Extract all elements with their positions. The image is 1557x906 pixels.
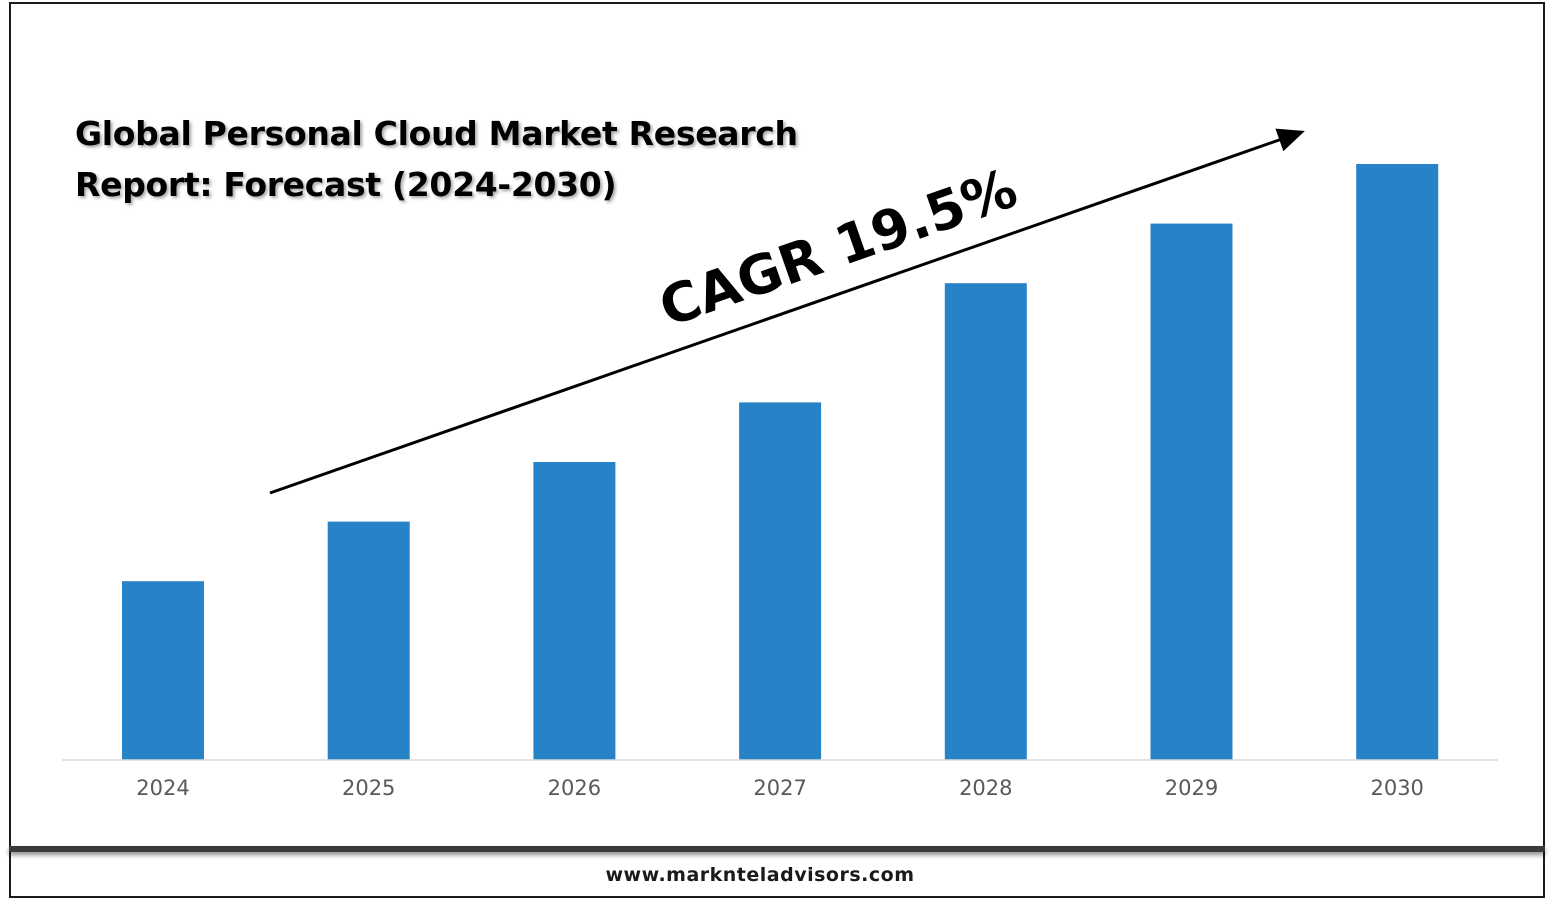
footer-url: www.marknteladvisors.com	[605, 864, 915, 886]
x-tick-label-2024: 2024	[136, 776, 189, 800]
bar-2028	[944, 283, 1027, 760]
bar-2029	[1150, 223, 1233, 761]
bar-2026	[533, 462, 616, 760]
x-tick-label-2028: 2028	[959, 776, 1012, 800]
x-tick-label-2025: 2025	[342, 776, 395, 800]
x-tick-label-2026: 2026	[548, 776, 601, 800]
bar-2027	[739, 402, 822, 760]
x-tick-label-2029: 2029	[1165, 776, 1218, 800]
bar-2025	[327, 521, 410, 760]
bar-2024	[122, 581, 204, 760]
trend-arrow	[269, 128, 1305, 495]
x-axis-ticks: 2024 2025 2026 2027 2028 2029 2030	[136, 776, 1424, 800]
footer-divider	[9, 846, 1545, 852]
chart-title: Global Personal Cloud Market Research Re…	[75, 114, 798, 204]
bar-2030	[1356, 164, 1439, 760]
x-tick-label-2027: 2027	[753, 776, 806, 800]
bars-group	[122, 164, 1439, 761]
x-tick-label-2030: 2030	[1370, 776, 1423, 800]
